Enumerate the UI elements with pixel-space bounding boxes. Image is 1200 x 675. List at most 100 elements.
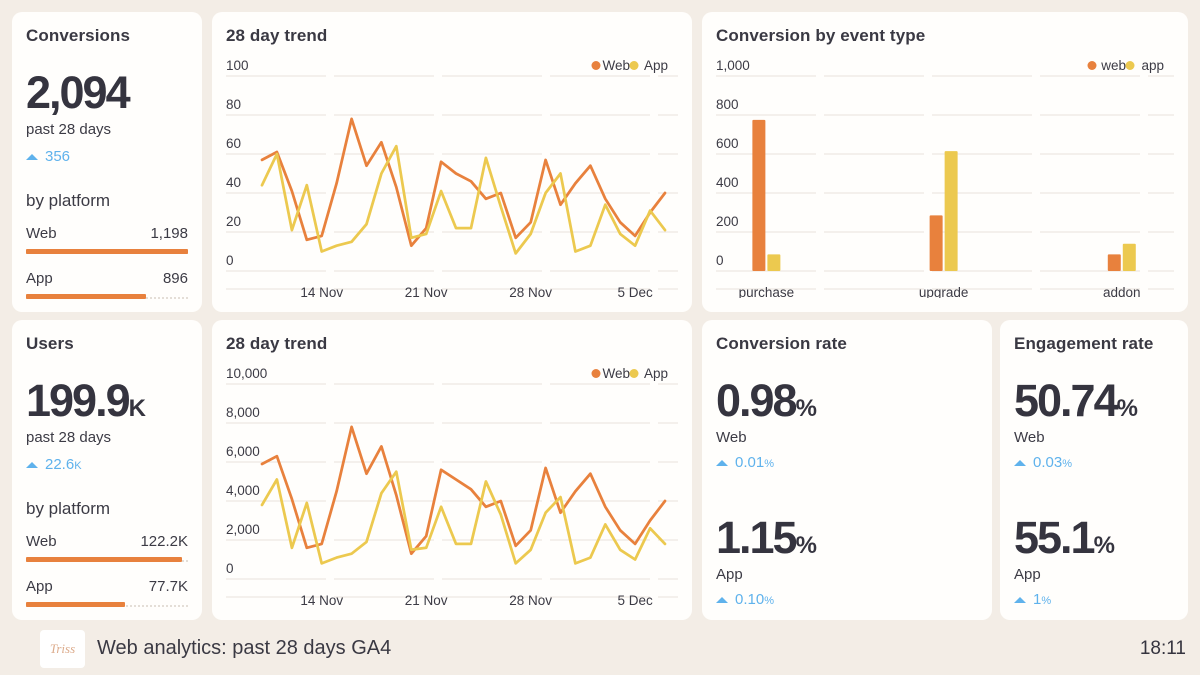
y-axis-tick-label: 1,000	[716, 58, 750, 73]
conversions-total: 2,094	[26, 70, 188, 115]
users-delta-badge: 22.6K	[26, 456, 188, 473]
bar-addon-web	[1107, 254, 1121, 271]
users-card: Users 199.9K past 28 days 22.6K by platf…	[12, 320, 202, 620]
y-axis-tick-label: 0	[716, 253, 724, 268]
engagement-rate-card-title: Engagement rate	[1014, 334, 1154, 353]
conversions-card: Conversions 2,094 past 28 days 356 by pl…	[12, 12, 202, 312]
y-axis-tick-label: 800	[716, 97, 739, 112]
y-axis-tick-label: 0	[226, 253, 234, 268]
up-arrow-icon	[716, 459, 728, 466]
conversion-rate-app-stat: 1.15% App 0.10%	[716, 515, 978, 608]
stat-delta-badge: 0.01%	[716, 454, 978, 471]
users-delta-value: 22.6K	[45, 456, 82, 473]
stat-label: Web	[716, 429, 747, 446]
engagement-rate-app-stat: 55.1% App 1%	[1014, 515, 1174, 608]
platform-label: Web	[26, 225, 57, 242]
stat-delta-badge: 0.10%	[716, 591, 978, 608]
platform-bar-track	[26, 294, 188, 299]
series-line-web	[260, 117, 667, 248]
legend-dot-web	[1087, 61, 1097, 70]
legend-dot-app	[629, 61, 639, 70]
conversion-rate-card-title: Conversion rate	[716, 334, 847, 353]
conversion-by-event-type-card: Conversion by event type 0 200 400 600 800 1,…	[702, 12, 1188, 312]
conversions-trend-card: 28 day trend 0 20 40 60 80 100 14 Nov 21 Nov 28 …	[212, 12, 692, 312]
stat-delta-value: 0.10%	[735, 591, 774, 608]
footer-bar: Triss Web analytics: past 28 days GA4 18…	[0, 622, 1200, 675]
platform-value: 896	[162, 270, 188, 287]
conversion-rate-card: Conversion rate 0.98% Web 0.01% 1.15% Ap…	[702, 320, 992, 620]
users-period-label: past 28 days	[26, 429, 112, 446]
legend-label-app: app	[1141, 58, 1164, 73]
up-arrow-icon	[1014, 596, 1026, 603]
y-axis-tick-label: 600	[716, 136, 739, 151]
platform-bar-track	[26, 602, 188, 607]
y-axis-tick-label: 0	[226, 561, 234, 576]
y-axis-tick-label: 2,000	[226, 522, 260, 537]
y-axis-tick-label: 6,000	[226, 444, 260, 459]
legend-label-app: App	[644, 366, 668, 381]
users-trend-card: 28 day trend 0 2,000 4,000 6,000 8,000 10,000…	[212, 320, 692, 620]
bar-upgrade-web	[929, 215, 943, 271]
y-axis-tick-label: 10,000	[226, 366, 267, 381]
conversions-total-value: 2,094	[26, 67, 131, 118]
bar-purchase-web	[752, 119, 766, 271]
y-axis-tick-label: 8,000	[226, 405, 260, 420]
stat-delta-badge: 0.03%	[1014, 454, 1174, 471]
stat-delta-value: 0.01%	[735, 454, 774, 471]
platform-row-app: App 896	[26, 270, 188, 299]
y-axis-tick-label: 20	[226, 214, 241, 229]
event-type-bar-chart: 0 200 400 600 800 1,000 purchase upgrade addon ap…	[716, 58, 1174, 298]
conversion-rate-web-stat: 0.98% Web 0.01%	[716, 378, 978, 471]
stat-delta-value: 0.03%	[1033, 454, 1072, 471]
report-title: Web analytics: past 28 days GA4	[97, 637, 392, 659]
x-axis-tick-label: 14 Nov	[300, 285, 343, 298]
stat-value: 55.1%	[1014, 512, 1115, 563]
users-total-suffix: K	[128, 395, 146, 422]
conversions-card-title: Conversions	[26, 26, 131, 45]
stat-value: 1.15%	[716, 512, 817, 563]
users-total: 199.9K	[26, 378, 188, 423]
events-card-title: Conversion by event type	[716, 26, 926, 45]
trend-card-title: 28 day trend	[226, 26, 328, 45]
platform-bar-fill	[26, 249, 188, 254]
stat-value: 0.98%	[716, 375, 817, 426]
platform-label: Web	[26, 533, 57, 550]
y-axis-tick-label: 80	[226, 97, 241, 112]
up-arrow-icon	[26, 153, 38, 160]
legend-dot-web	[591, 369, 601, 378]
up-arrow-icon	[26, 461, 38, 468]
x-axis-tick-label: 28 Nov	[509, 285, 552, 298]
x-axis-category-label: upgrade	[919, 285, 969, 298]
legend-dot-web	[591, 61, 601, 70]
up-arrow-icon	[1014, 459, 1026, 466]
platform-bar-fill	[26, 557, 182, 562]
platform-label: App	[26, 578, 53, 595]
platform-bar-track	[26, 249, 188, 254]
platform-value: 77.7K	[148, 578, 188, 595]
conversions-delta-value: 356	[45, 148, 71, 165]
platform-row-app: App 77.7K	[26, 578, 188, 607]
x-axis-tick-label: 21 Nov	[405, 593, 448, 606]
platform-bar-track	[26, 557, 188, 562]
users-trend-line-chart: 0 2,000 4,000 6,000 8,000 10,000 14 Nov 21 Nov 2…	[226, 366, 678, 606]
by-platform-label: by platform	[26, 499, 111, 518]
platform-row-web: Web 1,198	[26, 225, 188, 254]
y-axis-tick-label: 400	[716, 175, 739, 190]
series-line-app	[260, 470, 667, 565]
series-line-app	[260, 144, 667, 255]
stat-label: App	[716, 566, 743, 583]
x-axis-category-label: purchase	[739, 285, 795, 298]
series-line-web	[260, 425, 667, 556]
stat-delta-value: 1%	[1033, 591, 1052, 608]
by-platform-label: by platform	[26, 191, 111, 210]
x-axis-category-label: addon	[1103, 285, 1141, 298]
legend-dot-app	[1125, 61, 1135, 70]
bar-upgrade-app	[944, 151, 958, 271]
x-axis-tick-label: 5 Dec	[618, 593, 654, 606]
platform-value: 122.2K	[140, 533, 188, 550]
y-axis-tick-label: 60	[226, 136, 241, 151]
conversions-period-label: past 28 days	[26, 121, 112, 138]
legend-label-web: Web	[602, 366, 630, 381]
stat-delta-badge: 1%	[1014, 591, 1174, 608]
platform-row-web: Web 122.2K	[26, 533, 188, 562]
